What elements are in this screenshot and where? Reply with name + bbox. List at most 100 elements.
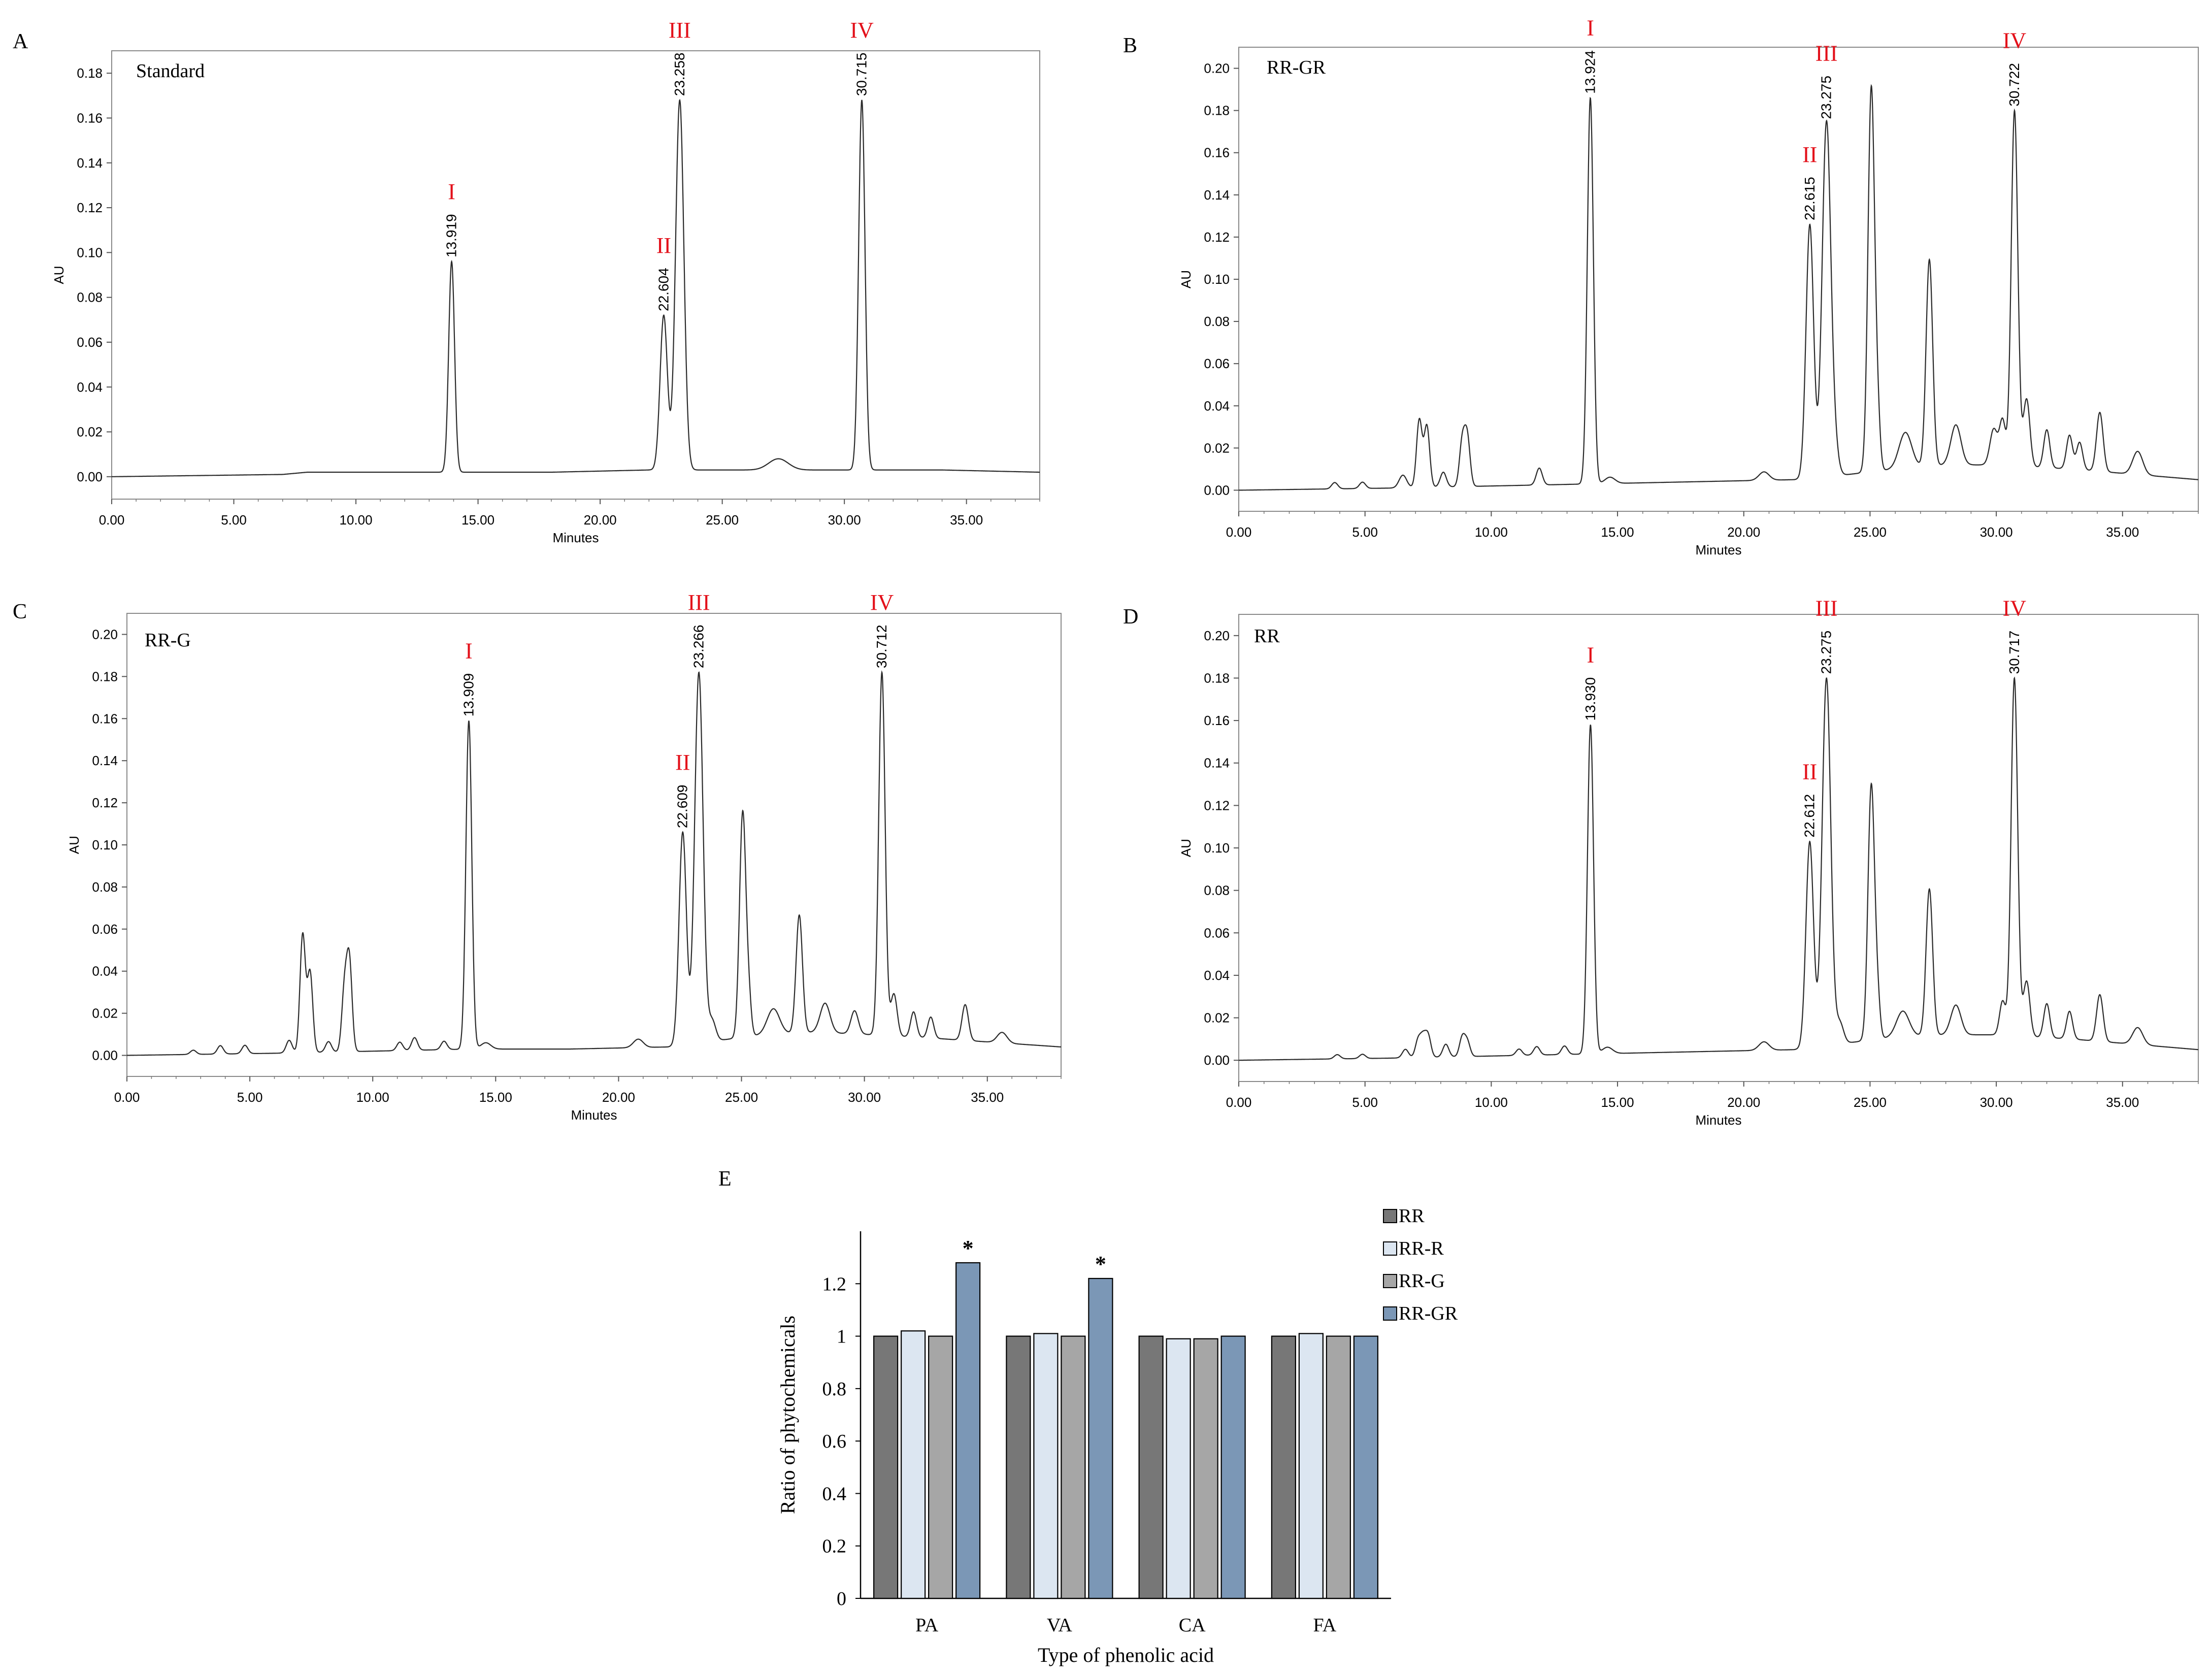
category-label: VA — [1047, 1615, 1073, 1636]
x-tick-label: 10.00 — [356, 1090, 389, 1105]
x-axis-label: Minutes — [571, 1107, 617, 1123]
peak-rt-label: 13.919 — [444, 214, 459, 257]
y-tick-label: 0.14 — [1204, 756, 1230, 771]
x-tick-label: 5.00 — [221, 512, 247, 528]
y-tick-label: 0.08 — [92, 879, 118, 895]
x-tick-label: 10.00 — [1475, 524, 1508, 540]
y-tick-label: 0.10 — [1204, 840, 1230, 856]
peak-id-i: I — [1587, 642, 1595, 667]
y-tick-label: 0.14 — [77, 155, 103, 171]
y-tick-label: 0.20 — [1204, 61, 1230, 76]
y-tick-label: 0.02 — [92, 1006, 118, 1021]
peak-id-ii: II — [675, 750, 690, 775]
peak-rt-label: 22.604 — [655, 268, 671, 311]
x-tick-label: 25.00 — [1854, 1095, 1887, 1110]
y-tick-label: 0.16 — [1204, 713, 1230, 728]
y-axis-label: Ratio of phytochemicals — [776, 1316, 799, 1514]
x-tick-label: 5.00 — [237, 1090, 263, 1105]
y-tick-label: 0.12 — [1204, 798, 1230, 813]
panel-letter: A — [13, 30, 28, 53]
y-tick-label: 0.00 — [1204, 482, 1230, 498]
significance-star: * — [963, 1236, 974, 1261]
bar-pa-rr — [873, 1335, 899, 1599]
chromatogram-trace — [1239, 676, 2199, 1061]
plot-frame — [126, 613, 1062, 1077]
bar-pa-rr-gr — [955, 1262, 981, 1599]
panel-letter: C — [13, 600, 27, 624]
peak-rt-label: 13.924 — [1582, 50, 1598, 94]
peak-id-iv: IV — [2003, 28, 2027, 53]
y-tick-label: 0.10 — [1204, 272, 1230, 287]
significance-star: * — [1095, 1252, 1106, 1276]
chromatogram-panel-d: D RR 0.00 0.02 0.04 0.06 0.08 0.10 0.12 0.14 0.16 0… — [1123, 596, 2199, 1128]
peak-rt-label: 23.258 — [672, 52, 687, 96]
bar-fa-rr-gr — [1353, 1335, 1378, 1599]
y-tick-label: 0.06 — [92, 922, 118, 937]
y-tick-label: 0.16 — [92, 711, 118, 726]
x-tick-label: 0.00 — [114, 1090, 140, 1105]
y-tick-label: 0.12 — [1204, 230, 1230, 245]
y-tick-label: 0.08 — [1204, 314, 1230, 329]
x-tick-label: 30.00 — [828, 512, 861, 528]
panel-letter: D — [1123, 605, 1138, 629]
y-tick-label: 0.06 — [1204, 356, 1230, 371]
y-axis-label: AU — [51, 266, 67, 284]
x-tick-label: 5.00 — [1352, 1095, 1378, 1110]
chromatogram-panel-c: C RR-G 0.00 0.02 0.04 0.06 0.08 0.10 0.12 0.14 0.1… — [13, 590, 1062, 1123]
x-axis-label: Minutes — [1695, 1112, 1741, 1128]
peak-rt-label: 30.715 — [854, 52, 870, 96]
peak-id-i: I — [448, 179, 455, 204]
y-tick-label: 0.04 — [1204, 398, 1230, 413]
peak-id-iv: IV — [2003, 596, 2027, 620]
y-tick-label: 0.12 — [92, 795, 118, 810]
peak-id-iv: IV — [850, 18, 874, 43]
panel-title: RR-G — [145, 630, 191, 651]
y-tick-label: 0 — [837, 1588, 846, 1610]
y-tick-label: 0.00 — [92, 1048, 118, 1063]
y-tick-label: 0.18 — [1204, 103, 1230, 118]
legend-label: RR-GR — [1399, 1303, 1458, 1324]
panel-letter: E — [718, 1167, 732, 1191]
peak-rt-label: 22.609 — [675, 784, 690, 828]
y-tick-label: 0.10 — [77, 245, 103, 260]
peak-id-ii: II — [656, 233, 671, 258]
legend-swatch-rr-gr — [1383, 1306, 1397, 1321]
x-tick-label: 20.00 — [1727, 1095, 1760, 1110]
bar-pa-rr-g — [928, 1335, 953, 1599]
y-tick-label: 0.20 — [1204, 628, 1230, 643]
x-tick-label: 30.00 — [1980, 1095, 2013, 1110]
peak-id-i: I — [1587, 16, 1594, 41]
chromatogram-panel-b: B RR-GR 0.00 0.02 0.04 0.06 0.08 0.10 0.12 0.14 0.… — [1123, 16, 2199, 558]
y-tick-label: 0.18 — [77, 65, 103, 81]
bar-va-rr-g — [1061, 1335, 1086, 1599]
x-tick-label: 0.00 — [1226, 1095, 1252, 1110]
category-label: FA — [1313, 1615, 1336, 1636]
panel-title: RR-GR — [1267, 57, 1326, 78]
y-tick-label: 0.18 — [1204, 670, 1230, 685]
y-tick-label: 0.04 — [1204, 968, 1230, 983]
x-tick-label: 20.00 — [602, 1090, 635, 1105]
y-tick-label: 0.00 — [77, 469, 103, 484]
bar-chart-panel-e: E 0 0.2 0.4 0.6 0.8 1 1.2 PA VA CA FA * * Type of phen… — [718, 1167, 1458, 1666]
y-tick-label: 0.08 — [1204, 883, 1230, 898]
x-tick-label: 35.00 — [950, 512, 983, 528]
y-tick-label: 0.8 — [822, 1379, 847, 1400]
plot-frame — [111, 50, 1040, 500]
y-axis-label: AU — [67, 836, 82, 854]
y-tick-label: 0.16 — [77, 110, 103, 125]
chromatogram-panel-a: A Standard 0.00 0.02 0.04 0.06 0.08 0.10 0.12 0.1… — [13, 18, 1040, 545]
legend-swatch-rr-r — [1383, 1241, 1397, 1256]
y-tick-label: 0.06 — [77, 335, 103, 350]
y-tick-label: 0.02 — [1204, 1010, 1230, 1026]
y-tick-label: 0.02 — [77, 424, 103, 440]
y-tick-label: 0.10 — [92, 837, 118, 853]
peak-id-iii: III — [1815, 41, 1838, 66]
x-tick-label: 25.00 — [706, 512, 739, 528]
y-axis-label: AU — [1178, 270, 1194, 288]
peak-rt-label: 23.275 — [1819, 631, 1834, 674]
peak-id-ii: II — [1802, 142, 1817, 167]
legend-swatch-rr — [1383, 1209, 1397, 1223]
chromatogram-trace — [1238, 84, 2199, 491]
x-tick-label: 35.00 — [2106, 524, 2139, 540]
